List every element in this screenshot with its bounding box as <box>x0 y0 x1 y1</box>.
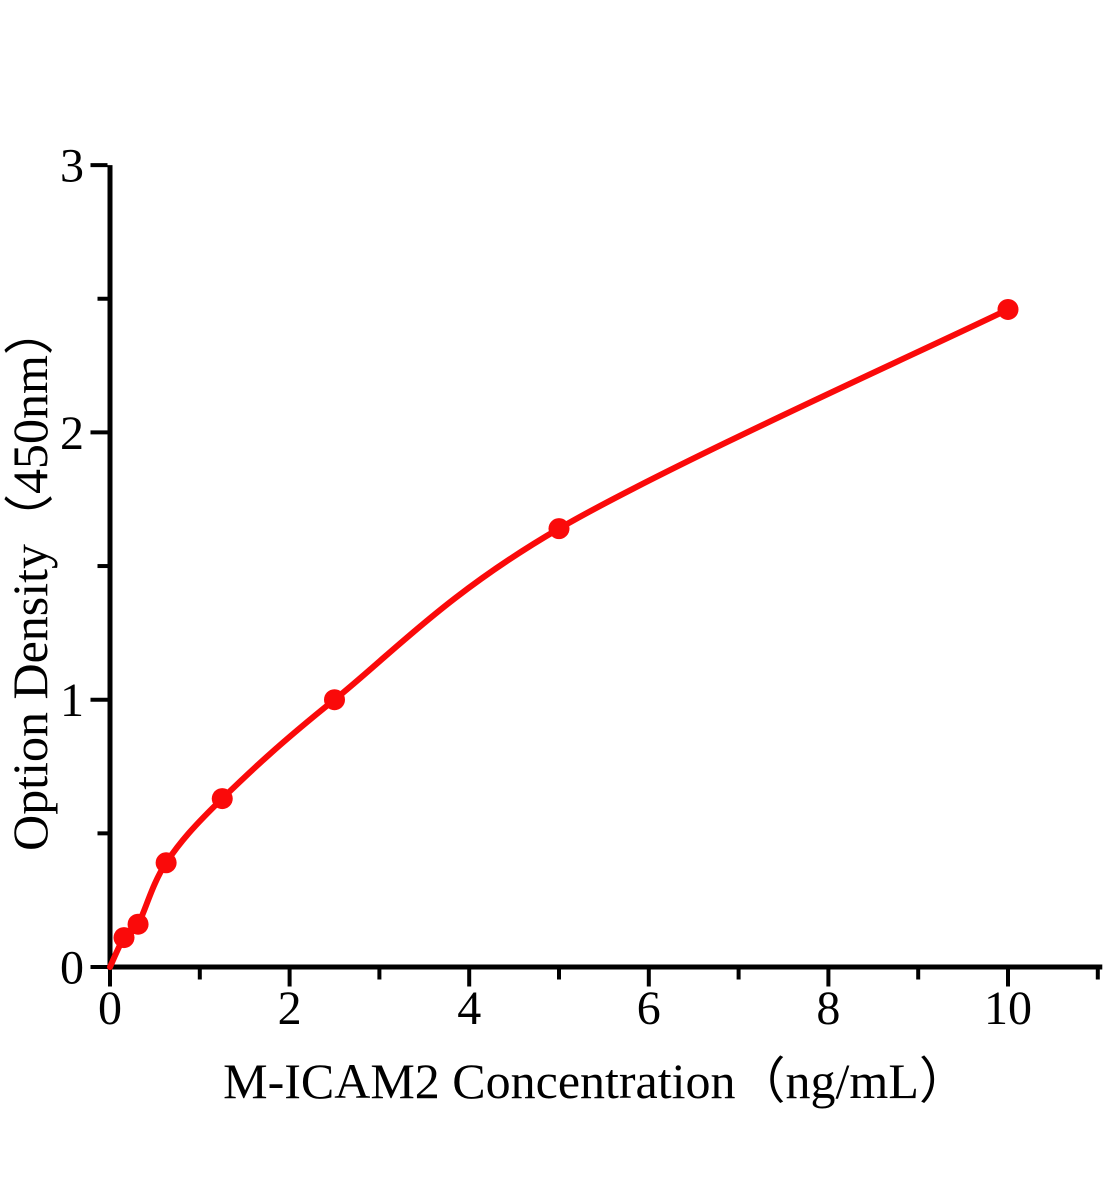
x-tick-label: 0 <box>98 982 122 1035</box>
y-tick-label: 1 <box>60 674 84 727</box>
x-tick-label: 4 <box>457 982 481 1035</box>
y-axis-title: Option Density（450nm） <box>2 305 58 851</box>
data-point <box>127 913 149 935</box>
x-tick-label: 8 <box>816 982 840 1035</box>
y-tick-label: 3 <box>60 140 84 193</box>
data-point <box>211 788 233 810</box>
x-tick-label: 6 <box>637 982 661 1035</box>
data-point <box>113 927 135 949</box>
y-tick-label: 2 <box>60 407 84 460</box>
x-tick-label: 10 <box>984 982 1032 1035</box>
x-tick-label: 2 <box>278 982 302 1035</box>
data-series <box>107 298 1019 970</box>
data-point <box>324 689 345 711</box>
x-axis-title: M-ICAM2 Concentration（ng/mL） <box>223 1053 969 1109</box>
data-point <box>155 852 177 874</box>
y-tick-label: 0 <box>60 942 84 995</box>
fit-curve <box>107 306 1011 970</box>
data-point <box>997 298 1019 320</box>
data-point <box>548 518 570 540</box>
axes: 0 2 4 6 8 10 0 1 2 3 <box>60 140 1103 1035</box>
